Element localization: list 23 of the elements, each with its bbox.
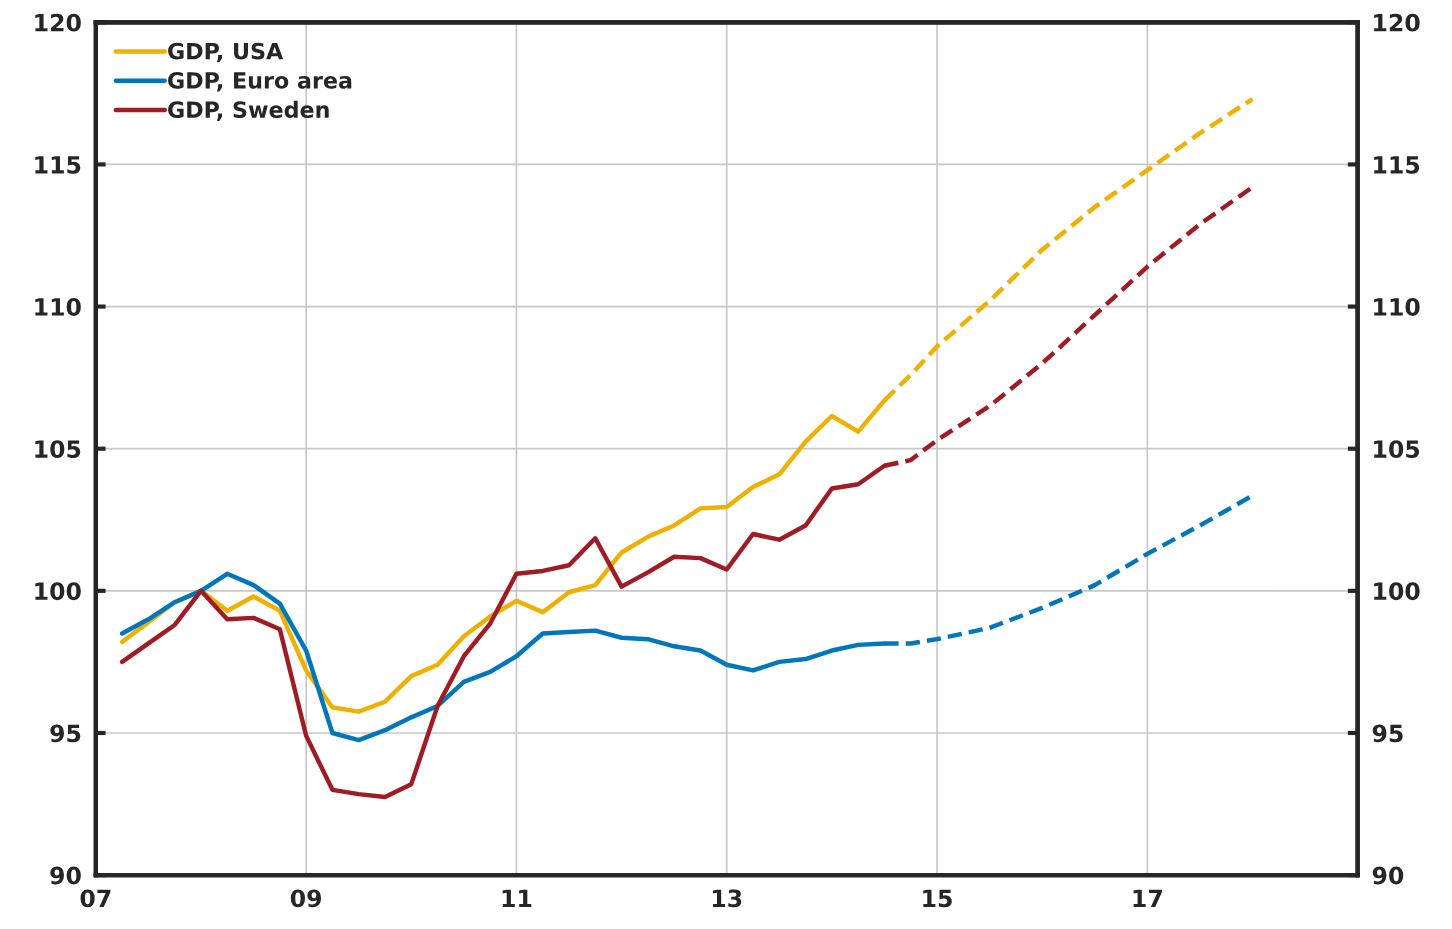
x-tick-label: 07 bbox=[80, 889, 111, 908]
y2-tick-label: 105 bbox=[1374, 440, 1420, 459]
y-tick-label: 115 bbox=[35, 156, 81, 174]
y-tick-label: 120 bbox=[35, 13, 81, 32]
x-tick-label: 11 bbox=[502, 889, 532, 907]
x-tick-label: 15 bbox=[923, 889, 952, 908]
y2-tick-label: 95 bbox=[1372, 724, 1403, 743]
y2-tick-label: 110 bbox=[1374, 298, 1420, 316]
y-tick-label: 100 bbox=[35, 582, 81, 601]
y2-tick-label: 115 bbox=[1374, 156, 1420, 174]
y-tick-label: 90 bbox=[50, 866, 81, 885]
x-tick-label: 13 bbox=[712, 889, 742, 908]
x-tick-label: 17 bbox=[1133, 889, 1162, 907]
y2-tick-label: 100 bbox=[1374, 582, 1420, 601]
legend-label: GDP, Euro area bbox=[168, 71, 352, 92]
y-tick-label: 95 bbox=[50, 724, 81, 743]
y2-tick-label: 90 bbox=[1372, 866, 1404, 885]
y2-tick-label: 120 bbox=[1374, 13, 1420, 32]
legend-label: GDP, USA bbox=[168, 42, 284, 63]
x-tick-label: 09 bbox=[290, 889, 322, 908]
legend-label: GDP, Sweden bbox=[168, 100, 329, 121]
y-tick-label: 110 bbox=[35, 298, 81, 316]
y-tick-label: 105 bbox=[35, 440, 81, 459]
